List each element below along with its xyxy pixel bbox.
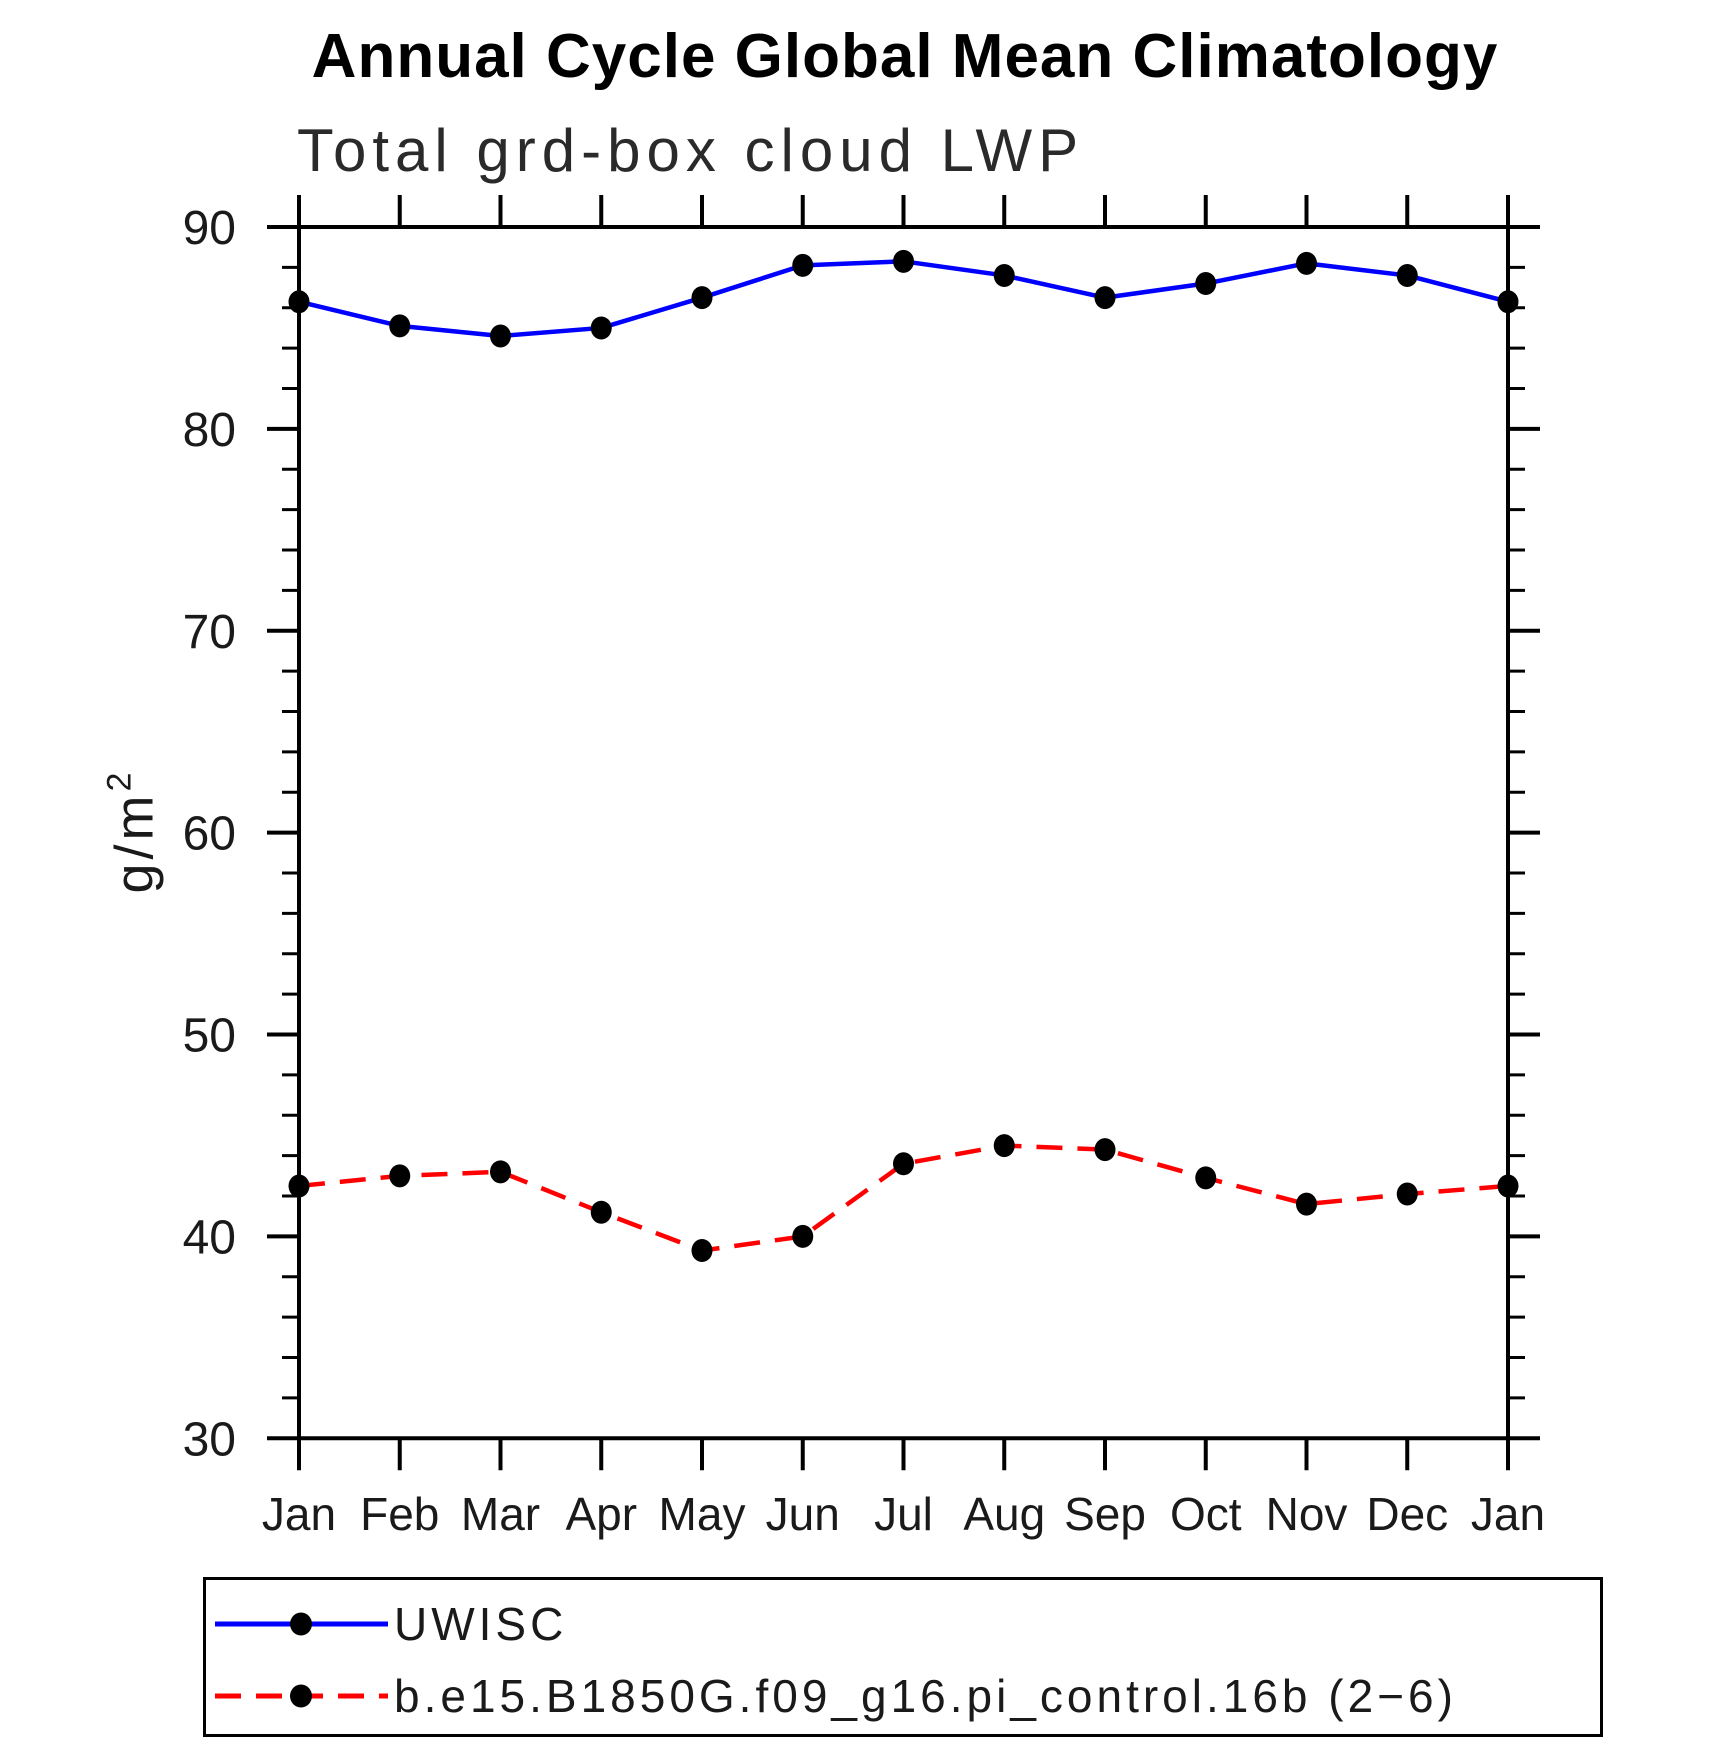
y-tick-label: 60: [183, 808, 236, 861]
legend-label-model: b.e15.B1850G.f09_g16.pi_control.16b (2−6…: [394, 1670, 1457, 1722]
series-1-marker: [691, 1239, 713, 1263]
y-tick-label: 70: [183, 606, 236, 659]
series-1-marker: [893, 1152, 914, 1176]
x-tick-label: Sep: [1064, 1488, 1146, 1540]
series-0-marker: [1296, 251, 1317, 275]
series-0-marker: [389, 314, 411, 338]
x-tick-label: Aug: [963, 1488, 1045, 1540]
series-1-marker: [1195, 1166, 1217, 1190]
chart-title: Annual Cycle Global Mean Climatology: [311, 22, 1499, 91]
y-tick-label: 40: [183, 1211, 236, 1264]
legend-line-sample-dashed: [215, 1684, 388, 1708]
series-0-marker: [1396, 263, 1418, 287]
series-1-marker: [288, 1174, 310, 1198]
x-tick-label: Oct: [1170, 1488, 1242, 1540]
series-0-marker: [1195, 272, 1217, 296]
legend-item-model: b.e15.B1850G.f09_g16.pi_control.16b (2−6…: [206, 1673, 1457, 1719]
x-tick-label: Nov: [1266, 1488, 1348, 1540]
series-1-marker: [993, 1134, 1015, 1158]
series-0-marker: [1497, 290, 1519, 314]
axis-frame: [297, 225, 1510, 1441]
x-tick-label: May: [659, 1488, 746, 1540]
legend-marker-dot: [290, 1612, 312, 1636]
series-1-marker: [792, 1224, 814, 1248]
series-1-marker: [1296, 1192, 1317, 1216]
x-tick-label: Apr: [565, 1488, 637, 1540]
series-0-marker: [590, 316, 612, 340]
x-tick-label: Mar: [461, 1488, 540, 1540]
y-tick-label: 50: [183, 1010, 236, 1063]
y-tick-label: 30: [183, 1413, 236, 1466]
series-1-marker: [490, 1160, 511, 1184]
x-tick-label: Jun: [766, 1488, 840, 1540]
legend-line-sample-solid: [215, 1612, 388, 1636]
series-1-marker: [590, 1200, 612, 1224]
legend-item-uwisc: UWISC: [206, 1601, 567, 1647]
x-tick-label: Jul: [874, 1488, 933, 1540]
series-1-marker: [1396, 1182, 1418, 1206]
legend-marker-dot: [290, 1684, 312, 1708]
series-1-marker: [389, 1164, 411, 1188]
series-0-marker: [792, 253, 814, 277]
plot-area: 90 80 70 60 50 40 30 Jan Feb Mar Apr May Jun Jul Aug Se…: [183, 195, 1545, 1540]
series-0-marker: [993, 263, 1015, 287]
y-tick-label: 80: [183, 404, 236, 457]
legend: UWISC b.e15.B1850G.f09_g16.pi_control.16…: [203, 1577, 1603, 1737]
series-0-marker: [1094, 286, 1116, 310]
series-0-marker: [691, 286, 713, 310]
legend-label-uwisc: UWISC: [394, 1598, 568, 1650]
series-0-marker: [893, 249, 914, 273]
series-1-marker: [1497, 1174, 1519, 1198]
x-tick-label: Feb: [360, 1488, 439, 1540]
x-tick-label: Dec: [1366, 1488, 1448, 1540]
x-tick-label: Jan: [1471, 1488, 1545, 1540]
chart-subtitle: Total grd-box cloud LWP: [297, 117, 1085, 184]
series-1-marker: [1094, 1138, 1116, 1162]
series-0-marker: [288, 290, 310, 314]
y-tick-label: 90: [183, 202, 236, 255]
x-tick-label: Jan: [262, 1488, 336, 1540]
series-0-marker: [490, 324, 511, 348]
